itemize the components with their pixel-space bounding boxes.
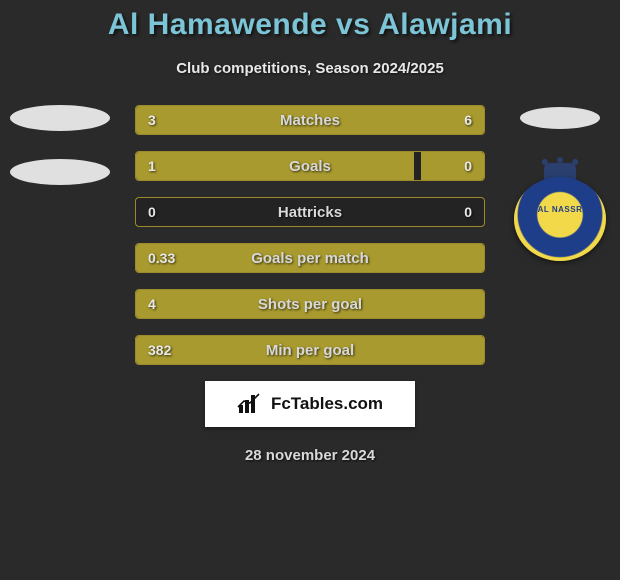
- stat-value-right: 6: [464, 106, 472, 134]
- subtitle: Club competitions, Season 2024/2025: [0, 60, 620, 77]
- stat-label: Min per goal: [136, 336, 484, 364]
- stat-label: Goals: [136, 152, 484, 180]
- stat-row-hattricks: 0 Hattricks 0: [135, 197, 485, 227]
- stat-row-shots-per-goal: 4 Shots per goal: [135, 289, 485, 319]
- left-player-logos: [10, 105, 110, 213]
- stat-label: Matches: [136, 106, 484, 134]
- stat-row-goals: 1 Goals 0: [135, 151, 485, 181]
- stat-row-min-per-goal: 382 Min per goal: [135, 335, 485, 365]
- stat-label: Hattricks: [136, 198, 484, 226]
- placeholder-icon: [10, 159, 110, 185]
- stat-row-goals-per-match: 0.33 Goals per match: [135, 243, 485, 273]
- page-title: Al Hamawende vs Alawjami: [0, 8, 620, 42]
- stats-area: AL NASSR 3 Matches 6 1 Goals 0 0 Hattric…: [0, 105, 620, 365]
- stat-label: Goals per match: [136, 244, 484, 272]
- club-crest-icon: AL NASSR: [510, 165, 610, 265]
- stat-value-right: 0: [464, 152, 472, 180]
- bar-chart-icon: [237, 393, 263, 415]
- right-player-crest: AL NASSR: [510, 165, 610, 265]
- placeholder-icon: [520, 107, 600, 129]
- crest-label: AL NASSR: [510, 205, 610, 214]
- date-label: 28 november 2024: [0, 447, 620, 464]
- stat-row-matches: 3 Matches 6: [135, 105, 485, 135]
- stat-value-right: 0: [464, 198, 472, 226]
- placeholder-icon: [10, 105, 110, 131]
- footer-brand-badge[interactable]: FcTables.com: [205, 381, 415, 427]
- footer-brand-text: FcTables.com: [271, 394, 383, 414]
- stat-label: Shots per goal: [136, 290, 484, 318]
